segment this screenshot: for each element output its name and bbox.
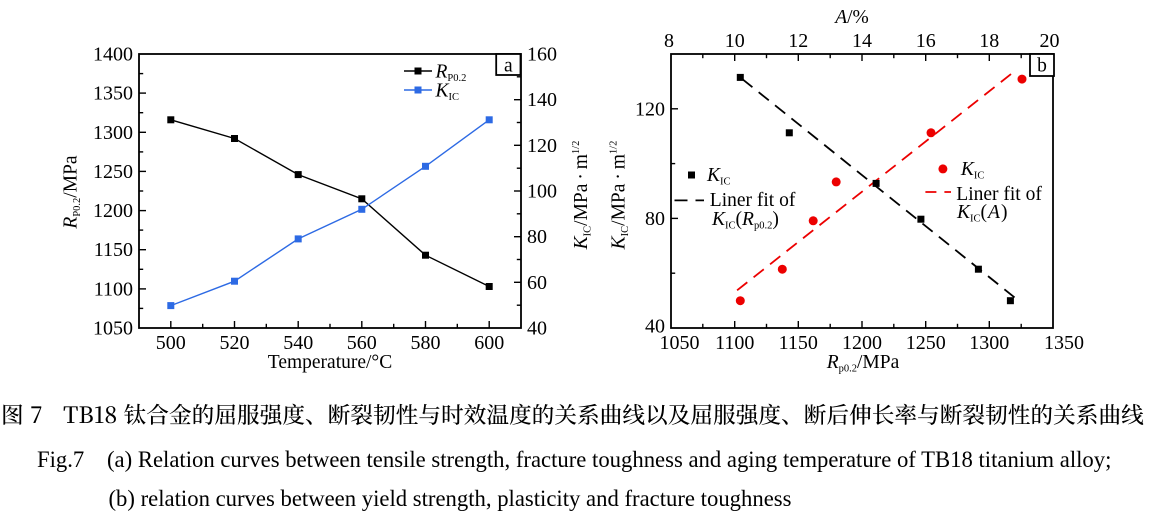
svg-text:1250: 1250 bbox=[93, 161, 133, 183]
svg-text:14: 14 bbox=[852, 30, 872, 52]
svg-text:Rp0.2/MPa: Rp0.2/MPa bbox=[826, 352, 900, 375]
svg-text:60: 60 bbox=[527, 272, 547, 294]
svg-text:140: 140 bbox=[527, 89, 557, 111]
svg-text:120: 120 bbox=[635, 98, 665, 120]
svg-text:Liner fit of: Liner fit of bbox=[710, 190, 796, 211]
svg-text:12: 12 bbox=[788, 30, 808, 52]
svg-text:RP0.2: RP0.2 bbox=[435, 62, 467, 85]
svg-text:b: b bbox=[1037, 56, 1047, 77]
svg-text:a: a bbox=[504, 56, 513, 77]
svg-text:1250: 1250 bbox=[906, 332, 946, 354]
svg-text:KIC(Rp0.2): KIC(Rp0.2) bbox=[711, 209, 779, 232]
svg-text:540: 540 bbox=[283, 332, 313, 354]
svg-text:1200: 1200 bbox=[93, 200, 133, 222]
svg-text:Temperature/°C: Temperature/°C bbox=[268, 352, 392, 373]
svg-text:KIC/MPa · m1/2: KIC/MPa · m1/2 bbox=[609, 141, 632, 251]
svg-text:KIC(A): KIC(A) bbox=[956, 202, 1007, 225]
svg-text:Liner fit of: Liner fit of bbox=[956, 184, 1042, 205]
svg-text:Fig.7 (a) Relation curves b: Fig.7 (a) Relation curves between tensil… bbox=[37, 447, 1111, 472]
svg-text:16: 16 bbox=[916, 30, 936, 52]
svg-text:1050: 1050 bbox=[660, 332, 700, 354]
svg-text:80: 80 bbox=[527, 226, 547, 248]
svg-text:RP0.2/MPa: RP0.2/MPa bbox=[61, 155, 84, 229]
svg-text:160: 160 bbox=[527, 44, 557, 66]
svg-text:10: 10 bbox=[725, 30, 745, 52]
svg-text:A/%: A/% bbox=[833, 7, 869, 28]
svg-text:1300: 1300 bbox=[93, 122, 133, 144]
svg-text:120: 120 bbox=[527, 135, 557, 157]
svg-text:100: 100 bbox=[527, 181, 557, 203]
svg-text:560: 560 bbox=[347, 332, 377, 354]
svg-text:20: 20 bbox=[1040, 30, 1060, 52]
svg-text:520: 520 bbox=[220, 332, 250, 354]
svg-text:KIC: KIC bbox=[706, 165, 731, 188]
svg-text:1350: 1350 bbox=[93, 83, 133, 105]
svg-text:KIC: KIC bbox=[960, 159, 985, 182]
svg-text:1350: 1350 bbox=[1044, 332, 1084, 354]
svg-text:KIC: KIC bbox=[435, 81, 460, 104]
svg-text:1100: 1100 bbox=[94, 278, 133, 300]
svg-text:1300: 1300 bbox=[969, 332, 1009, 354]
svg-text:(b) relation curves between yi: (b) relation curves between yield streng… bbox=[109, 486, 792, 511]
svg-text:1200: 1200 bbox=[842, 332, 882, 354]
svg-text:18: 18 bbox=[979, 30, 999, 52]
svg-text:1150: 1150 bbox=[779, 332, 818, 354]
svg-text:80: 80 bbox=[645, 208, 665, 230]
svg-text:8: 8 bbox=[664, 30, 674, 52]
svg-text:1100: 1100 bbox=[715, 332, 754, 354]
svg-text:40: 40 bbox=[645, 316, 665, 338]
svg-text:600: 600 bbox=[474, 332, 504, 354]
svg-text:1400: 1400 bbox=[93, 44, 133, 66]
svg-text:KIC/MPa · m1/2: KIC/MPa · m1/2 bbox=[571, 141, 594, 251]
svg-text:40: 40 bbox=[527, 318, 547, 340]
svg-text:1150: 1150 bbox=[94, 239, 133, 261]
svg-text:500: 500 bbox=[156, 332, 186, 354]
svg-text:1050: 1050 bbox=[93, 318, 133, 340]
svg-text:580: 580 bbox=[411, 332, 441, 354]
